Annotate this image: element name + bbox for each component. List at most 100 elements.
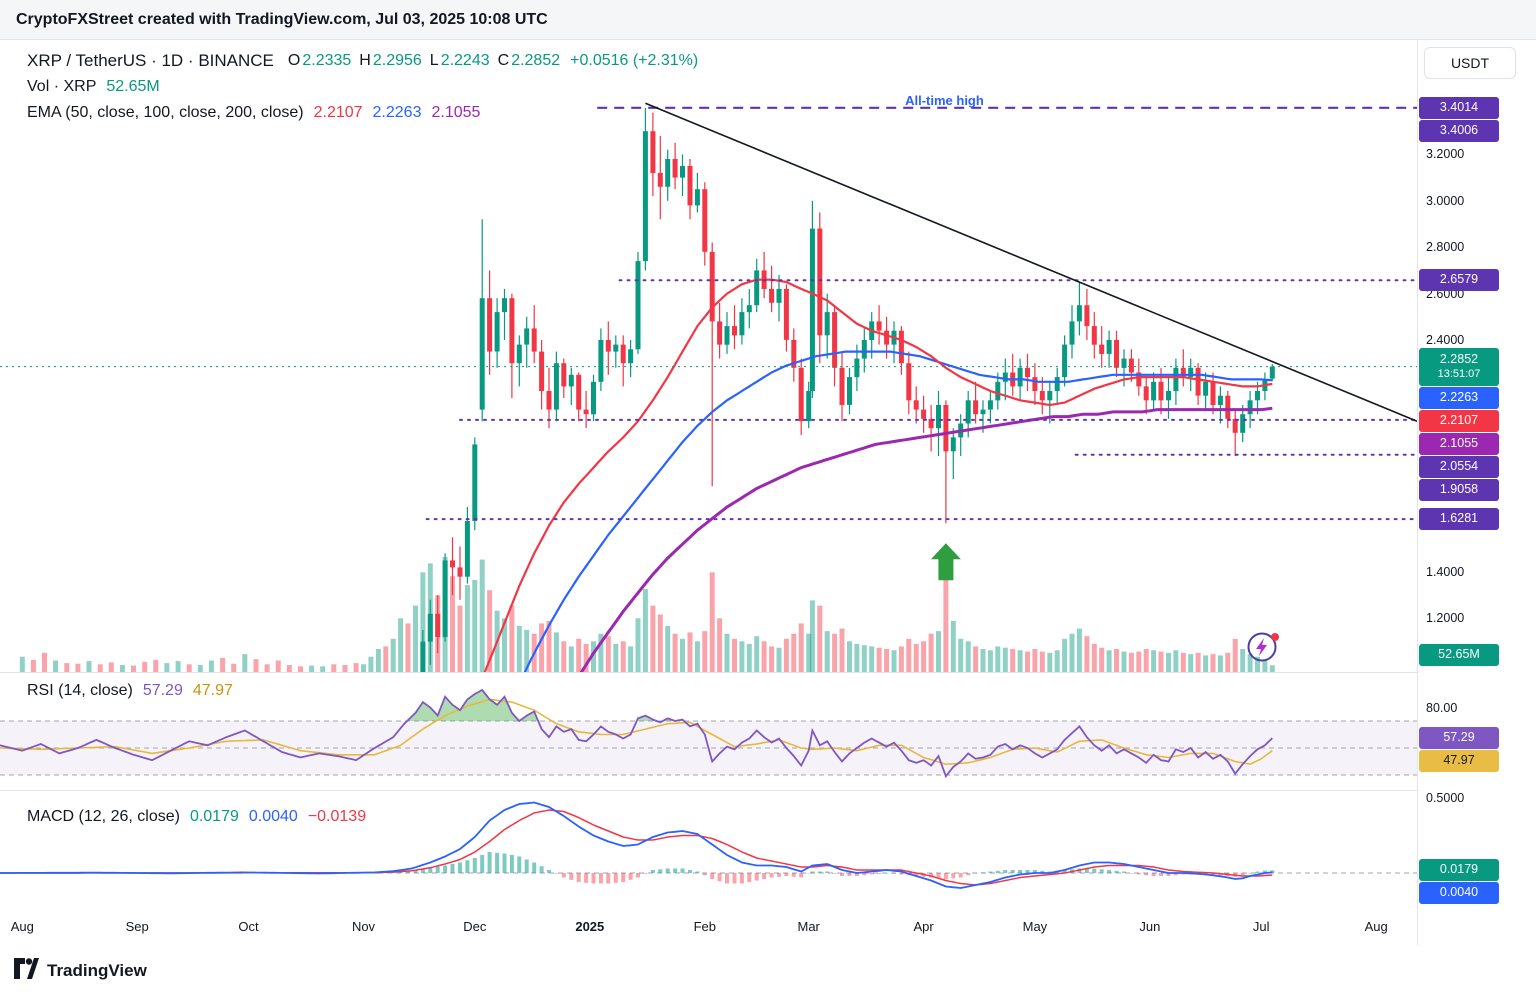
macd-histogram-bar bbox=[739, 873, 744, 884]
candle-body bbox=[1203, 381, 1209, 396]
volume-bar bbox=[509, 605, 515, 672]
volume-bar bbox=[642, 588, 648, 672]
volume-bar bbox=[479, 559, 485, 672]
symbol-title[interactable]: XRP / TetherUS · 1D · BINANCE bbox=[27, 51, 274, 70]
macd-histogram-bar bbox=[413, 870, 418, 873]
candle-body bbox=[1195, 367, 1201, 396]
volume-bar bbox=[30, 659, 36, 672]
macd-histogram-bar bbox=[1144, 873, 1149, 876]
candle-body bbox=[839, 367, 845, 405]
time-axis[interactable]: Aug Sep Oct Nov Dec 2025 Feb Mar Apr May Jun Jul Aug bbox=[0, 911, 1417, 945]
tradingview-logo-icon[interactable] bbox=[14, 958, 39, 984]
macd-histogram-bar bbox=[1025, 870, 1030, 873]
volume-row[interactable]: Vol · XRP 52.65M bbox=[27, 74, 698, 100]
candle-body bbox=[1025, 367, 1030, 378]
scale-badge-3.4006: 3.4006 bbox=[1419, 119, 1499, 142]
volume-bar bbox=[1047, 652, 1053, 672]
volume-bar bbox=[220, 657, 226, 672]
macd-histogram-bar bbox=[981, 872, 985, 874]
macd-histogram-bar bbox=[591, 873, 596, 884]
macd-histogram-bar bbox=[825, 871, 830, 873]
descending-trendline[interactable] bbox=[645, 102, 1417, 422]
candle-body bbox=[509, 298, 515, 364]
candle-body bbox=[1136, 372, 1142, 387]
macd-histogram-bar bbox=[458, 862, 462, 873]
candle-body bbox=[502, 298, 507, 313]
volume-bar bbox=[958, 638, 964, 672]
scale-badge-2.2263: 2.2263 bbox=[1419, 386, 1499, 409]
time-axis-label-Aug: Aug bbox=[10, 919, 34, 934]
scale-badge-52.65M: 52.65M bbox=[1419, 644, 1499, 666]
candle-body bbox=[936, 405, 941, 429]
candle-body bbox=[739, 312, 745, 336]
candle-body bbox=[1047, 391, 1053, 401]
attribution-bar: CryptoFXStreet created with TradingView.… bbox=[0, 0, 1536, 40]
volume-bar bbox=[1032, 649, 1038, 672]
candle-body bbox=[680, 166, 685, 178]
volume-bar bbox=[754, 636, 760, 672]
candle-body bbox=[783, 288, 789, 340]
macd-chart-canvas[interactable] bbox=[0, 790, 1417, 911]
flash-screenshot-icon[interactable] bbox=[1246, 630, 1280, 664]
panel-separator[interactable] bbox=[0, 790, 1536, 791]
time-axis-label-Feb: Feb bbox=[693, 919, 716, 934]
rsi-chart-canvas[interactable] bbox=[0, 672, 1417, 790]
candle-body bbox=[943, 405, 949, 452]
macd-histogram-bar bbox=[665, 868, 670, 873]
volume-bar bbox=[1173, 650, 1179, 672]
scale-badge-0.0179: 0.0179 bbox=[1419, 859, 1499, 882]
volume-bar bbox=[769, 646, 775, 672]
macd-histogram-bar bbox=[688, 870, 692, 873]
scale-badge-0.0040: 0.0040 bbox=[1419, 882, 1499, 905]
volume-bar bbox=[1143, 649, 1149, 672]
macd-histogram-bar bbox=[435, 866, 440, 873]
macd-histogram-bar bbox=[636, 873, 640, 878]
volume-bar bbox=[1255, 656, 1260, 672]
macd-histogram-bar bbox=[732, 873, 737, 884]
macd-histogram-bar bbox=[517, 856, 522, 873]
volume-bar bbox=[516, 626, 522, 672]
main-chart-canvas[interactable] bbox=[0, 40, 1417, 672]
candle-body bbox=[1099, 344, 1105, 354]
macd-histogram-bar bbox=[1240, 873, 1245, 876]
macd-histogram-bar bbox=[650, 870, 655, 873]
macd-histogram-bar bbox=[725, 873, 729, 884]
volume-bar bbox=[450, 576, 455, 672]
macd-histogram-bar bbox=[1092, 868, 1097, 873]
candle-body bbox=[824, 312, 830, 336]
candle-body bbox=[591, 381, 596, 415]
volume-label: Vol · XRP bbox=[27, 78, 97, 95]
ema-row[interactable]: EMA (50, close, 100, close, 200, close) … bbox=[27, 100, 698, 126]
macd-histogram-bar bbox=[943, 873, 948, 879]
volume-bar bbox=[717, 618, 723, 672]
macd-histogram-bar bbox=[695, 871, 700, 873]
price-scale[interactable]: USDT 3.2000 3.0000 2.8000 2.6000 2.4000 1.400… bbox=[1417, 40, 1536, 945]
volume-bar bbox=[108, 662, 114, 672]
volume-bar bbox=[86, 661, 92, 672]
candle-body bbox=[494, 312, 500, 352]
currency-button[interactable]: USDT bbox=[1424, 47, 1516, 79]
up-arrow-annotation[interactable] bbox=[930, 543, 961, 581]
volume-bar bbox=[1203, 655, 1209, 672]
volume-bar bbox=[980, 649, 986, 672]
volume-bar bbox=[1121, 651, 1127, 672]
macd-histogram-bar bbox=[472, 858, 477, 873]
candle-body bbox=[980, 409, 986, 415]
candle-body bbox=[1032, 377, 1038, 391]
macd-histogram-bar bbox=[754, 873, 759, 881]
macd-histogram-bar bbox=[598, 873, 603, 884]
tradingview-brand[interactable]: TradingView bbox=[47, 961, 147, 980]
rsi-legend-row[interactable]: RSI (14, close) 57.29 47.97 bbox=[27, 678, 233, 704]
volume-bar bbox=[1099, 647, 1105, 672]
scale-badge-2.0554: 2.0554 bbox=[1419, 455, 1499, 478]
macd-histogram-bar bbox=[799, 873, 804, 878]
candle-body bbox=[672, 159, 678, 178]
panel-separator[interactable] bbox=[0, 672, 1536, 673]
macd-legend-row[interactable]: MACD (12, 26, close) 0.0179 0.0040 −0.01… bbox=[27, 804, 366, 830]
macd-label: MACD (12, 26, close) bbox=[27, 808, 180, 825]
volume-value: 52.65M bbox=[106, 78, 160, 95]
volume-bar bbox=[1232, 638, 1238, 672]
candle-body bbox=[1151, 381, 1157, 401]
